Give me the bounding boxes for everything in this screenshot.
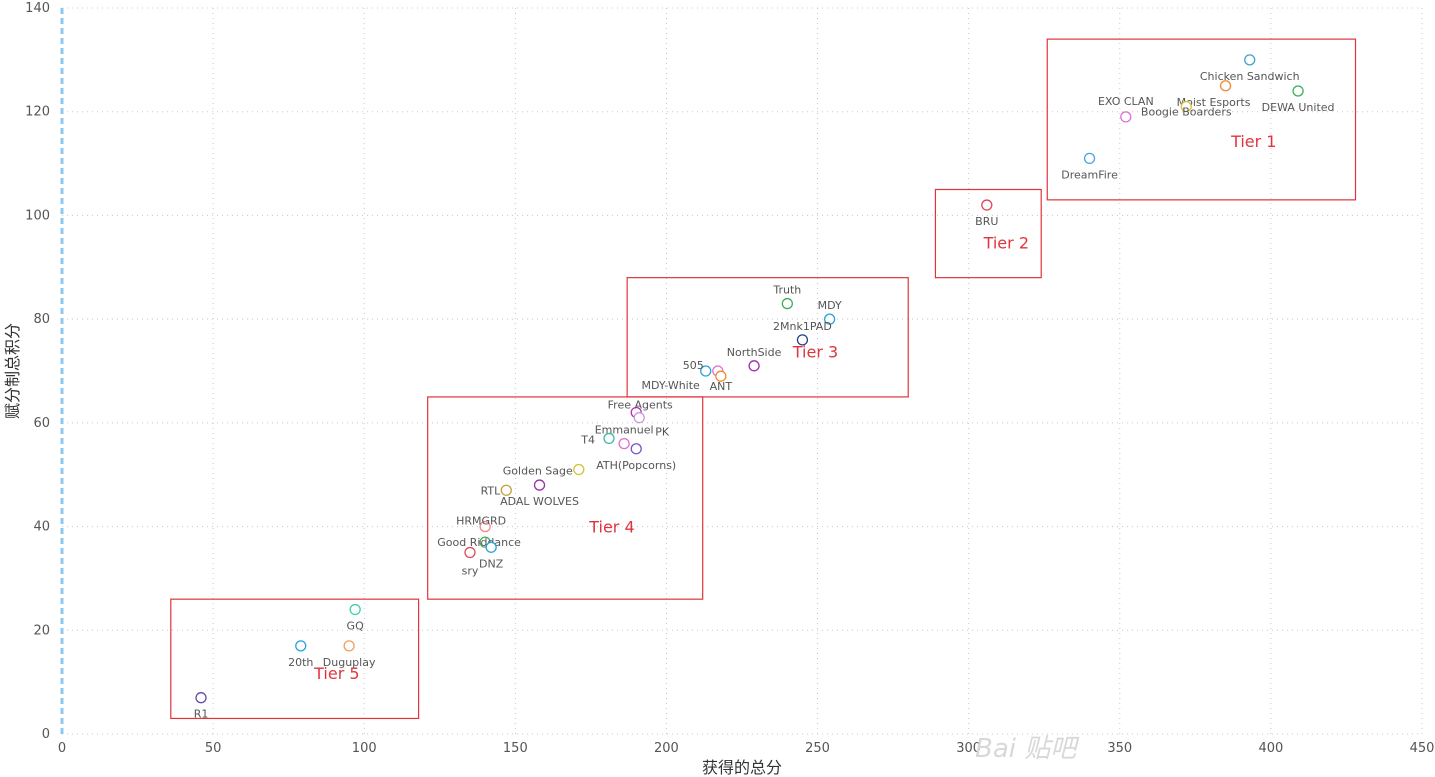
- tier-box: [626, 277, 909, 398]
- point-label: Boogie Boarders: [1141, 106, 1232, 119]
- data-point[interactable]: [715, 370, 727, 382]
- x-tick-label: 150: [503, 741, 528, 756]
- tier-box: [1046, 38, 1357, 201]
- point-label: Free Agents: [608, 398, 673, 411]
- point-label: RTL: [481, 484, 502, 497]
- data-point[interactable]: [603, 432, 615, 445]
- point-label: R1: [194, 708, 209, 721]
- y-tick-label: 140: [25, 1, 50, 16]
- point-label: 505: [683, 359, 704, 372]
- point-label: ANT: [710, 380, 733, 393]
- x-axis-ticks: 0 50 100 150 200 250 300 350 400 450: [58, 741, 1435, 756]
- tier-box: [170, 598, 420, 720]
- point-label: HRMGRD: [456, 515, 506, 528]
- data-point[interactable]: [748, 360, 760, 372]
- data-point[interactable]: [1244, 54, 1256, 66]
- data-point[interactable]: [981, 199, 993, 211]
- x-axis-title: 获得的总分: [702, 758, 782, 777]
- x-tick-label: 300: [956, 741, 981, 756]
- data-point[interactable]: [1219, 80, 1232, 92]
- point-label: DreamFire: [1061, 168, 1118, 181]
- data-point[interactable]: [823, 313, 836, 325]
- tier-label: Tier 5: [313, 664, 359, 683]
- data-point[interactable]: [343, 640, 355, 652]
- y-tick-label: 60: [33, 416, 50, 431]
- point-label: Moist Esports: [1177, 96, 1251, 109]
- tier-label: Tier 2: [983, 234, 1029, 253]
- data-point[interactable]: [633, 412, 645, 424]
- data-point[interactable]: [796, 334, 809, 346]
- tier-box: [934, 188, 1042, 279]
- point-label: DNZ: [479, 557, 504, 570]
- y-tick-label: 40: [33, 520, 50, 535]
- y-tick-label: 0: [42, 727, 50, 742]
- point-label: NorthSide: [727, 346, 782, 359]
- data-point[interactable]: [630, 443, 642, 455]
- point-label: EXO CLAN: [1098, 95, 1154, 108]
- x-tick-label: 450: [1410, 741, 1435, 756]
- point-label: 20th: [288, 656, 313, 669]
- data-points: Chicken Sandwich DEWA United Moist Esports…: [194, 54, 1335, 721]
- y-tick-label: 120: [25, 105, 50, 120]
- tier-boxes: Tier 1 Tier 2 Tier 3 Tier 4 Tier 5: [170, 38, 1357, 720]
- point-label: BRU: [975, 215, 998, 228]
- data-point[interactable]: [479, 520, 491, 533]
- point-label: T4: [580, 433, 595, 446]
- data-point[interactable]: [781, 297, 793, 310]
- data-point[interactable]: [1083, 152, 1096, 165]
- data-point[interactable]: [1120, 111, 1132, 123]
- tier-label: Tier 1: [1230, 132, 1276, 151]
- x-tick-label: 250: [805, 741, 830, 756]
- data-point[interactable]: [700, 365, 712, 377]
- tier-label: Tier 4: [588, 517, 634, 536]
- data-point[interactable]: [573, 463, 585, 476]
- y-tick-label: 20: [33, 623, 50, 638]
- x-tick-label: 400: [1258, 741, 1283, 756]
- point-label: Golden Sage: [503, 465, 573, 478]
- data-point[interactable]: [618, 437, 630, 450]
- data-point[interactable]: [1292, 85, 1304, 97]
- tier-label: Tier 3: [792, 343, 838, 362]
- point-label: DEWA United: [1262, 101, 1335, 114]
- x-tick-label: 200: [654, 741, 679, 756]
- data-point[interactable]: [485, 541, 497, 553]
- y-axis-title: 赋分制总积分: [3, 323, 22, 419]
- y-tick-label: 100: [25, 208, 50, 223]
- data-point[interactable]: [349, 603, 361, 616]
- point-label: Truth: [772, 284, 801, 297]
- data-point[interactable]: [500, 484, 512, 496]
- point-label: MDY-White: [642, 379, 701, 392]
- point-label: PK: [655, 426, 670, 439]
- point-label: ATH(Popcorns): [596, 459, 676, 472]
- y-tick-label: 80: [33, 312, 50, 327]
- point-label: Good Riddance: [437, 536, 521, 549]
- grid-lines: [61, 7, 1423, 735]
- data-point[interactable]: [195, 692, 207, 704]
- tier-box: [427, 396, 704, 600]
- point-label: GQ: [347, 620, 365, 633]
- baidu-watermark: Bai 贴吧: [975, 734, 1080, 764]
- data-point[interactable]: [533, 479, 546, 491]
- x-tick-label: 50: [205, 741, 222, 756]
- data-point[interactable]: [295, 640, 307, 652]
- point-label: Emmanuel: [595, 424, 654, 437]
- point-label: MDY: [818, 299, 842, 312]
- point-label: sry: [462, 565, 479, 578]
- point-label: 2Mnk1PAD: [773, 320, 832, 333]
- point-label: ADAL WOLVES: [500, 495, 579, 508]
- point-label: Duguplay: [323, 656, 376, 669]
- data-point[interactable]: [464, 546, 476, 559]
- x-tick-label: 0: [58, 741, 66, 756]
- x-tick-label: 100: [352, 741, 377, 756]
- y-axis-ticks: 0 20 40 60 80 100 120 140: [25, 1, 50, 742]
- point-label: Chicken Sandwich: [1200, 70, 1300, 83]
- data-point[interactable]: [1180, 100, 1192, 113]
- x-tick-label: 350: [1107, 741, 1132, 756]
